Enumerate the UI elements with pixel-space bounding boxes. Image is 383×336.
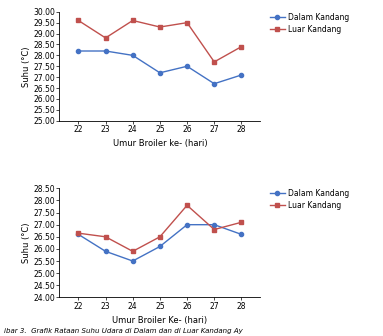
Luar Kandang — [239, 220, 244, 224]
Luar Kandang — [239, 45, 244, 49]
Luar Kandang — [131, 18, 135, 23]
Line: Luar Kandang: Luar Kandang — [76, 203, 244, 253]
Y-axis label: Suhu (°C): Suhu (°C) — [22, 223, 31, 263]
Luar Kandang — [157, 25, 162, 29]
Dalam Kandang — [131, 259, 135, 263]
Dalam Kandang — [157, 71, 162, 75]
Luar Kandang — [185, 20, 189, 25]
Dalam Kandang — [157, 245, 162, 249]
Luar Kandang — [185, 203, 189, 207]
Luar Kandang — [131, 249, 135, 253]
Luar Kandang — [76, 18, 81, 23]
Luar Kandang — [212, 227, 216, 232]
Dalam Kandang — [212, 223, 216, 227]
Text: ibar 3.  Grafik Rataan Suhu Udara di Dalam dan di Luar Kandang Ay: ibar 3. Grafik Rataan Suhu Udara di Dala… — [4, 328, 242, 334]
Dalam Kandang — [76, 49, 81, 53]
Luar Kandang — [157, 235, 162, 239]
Dalam Kandang — [103, 49, 108, 53]
Luar Kandang — [103, 235, 108, 239]
Dalam Kandang — [185, 64, 189, 68]
Dalam Kandang — [185, 223, 189, 227]
Line: Luar Kandang: Luar Kandang — [76, 18, 244, 64]
Dalam Kandang — [239, 233, 244, 237]
Luar Kandang — [212, 60, 216, 64]
Luar Kandang — [103, 36, 108, 40]
Luar Kandang — [76, 231, 81, 235]
Dalam Kandang — [239, 73, 244, 77]
Y-axis label: Suhu (°C): Suhu (°C) — [21, 46, 31, 86]
Dalam Kandang — [103, 249, 108, 253]
Legend: Dalam Kandang, Luar Kandang: Dalam Kandang, Luar Kandang — [267, 186, 352, 213]
X-axis label: Umur Broiler ke- (hari): Umur Broiler ke- (hari) — [113, 139, 207, 149]
Dalam Kandang — [212, 82, 216, 86]
X-axis label: Umur Broiler Ke- (hari): Umur Broiler Ke- (hari) — [112, 316, 208, 325]
Line: Dalam Kandang: Dalam Kandang — [76, 49, 244, 86]
Legend: Dalam Kandang, Luar Kandang: Dalam Kandang, Luar Kandang — [267, 10, 352, 37]
Dalam Kandang — [76, 233, 81, 237]
Dalam Kandang — [131, 53, 135, 57]
Line: Dalam Kandang: Dalam Kandang — [76, 223, 244, 263]
